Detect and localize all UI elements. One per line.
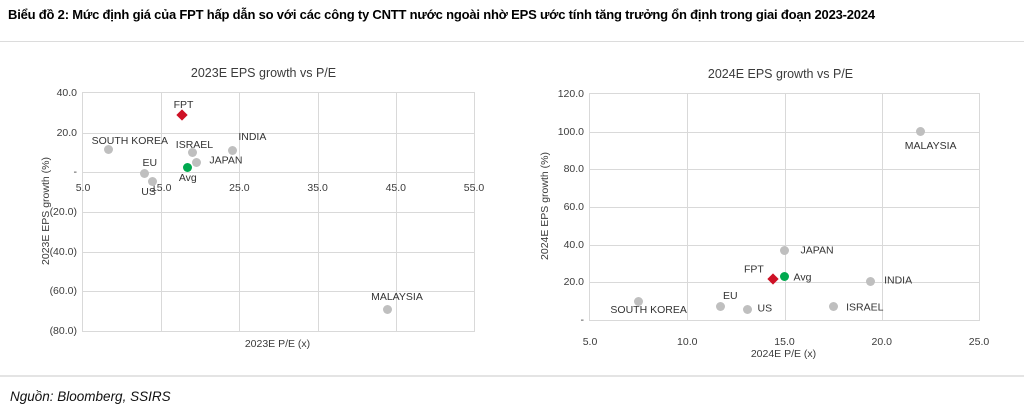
x-axis-title-2024: 2024E P/E (x) [750,348,817,360]
horizontal-gridline [83,251,474,253]
data-point-malaysia [383,304,393,314]
data-point-us [743,305,753,315]
x-axis-title-2023: 2023E P/E (x) [244,338,311,350]
point-label-japan: JAPAN [800,244,834,257]
data-point-india [227,146,237,156]
x-tick-label: 25.0 [229,182,250,195]
data-point-israel [187,148,197,157]
point-label-avg: Avg [793,271,812,284]
point-label-avg: Avg [178,172,197,185]
chart-title-2024: 2024E EPS growth vs P/E [707,67,854,81]
y-tick-label: 20.0 [563,276,584,289]
horizontal-gridline [590,131,979,133]
point-label-india: INDIA [884,274,913,287]
y-tick-label: - [73,166,78,179]
y-tick-label: 80.0 [563,163,584,176]
plot-area-2023: 5.0 15.0 25.0 35.0 45.0 55.0 40.0 20.0 - (20.0) (4… [50,87,485,337]
point-label-india: INDIA [238,130,267,143]
horizontal-gridline [83,291,474,293]
point-label-south-korea: SOUTH KOREA [91,134,169,147]
y-tick-label: - [580,314,585,326]
data-point-israel [828,302,838,312]
point-label-malaysia: MALAYSIA [904,139,957,152]
point-label-japan: JAPAN [209,154,243,167]
x-tick-label: 15.0 [774,336,795,348]
data-point-japan [780,245,789,255]
x-tick-label: 45.0 [385,182,407,195]
point-label-fpt: FPT [173,98,194,111]
x-tick-label: 35.0 [307,182,328,195]
point-label-eu: EU [723,289,738,302]
point-label-israel: ISRAEL [846,301,884,314]
data-point-south-korea [634,296,644,306]
caption-divider [0,41,1024,42]
horizontal-gridline [83,172,474,174]
horizontal-gridline [83,132,474,134]
y-tick-label: (80.0) [49,325,77,337]
data-point-avg [183,162,193,172]
point-label-us: US [757,302,773,315]
figure-caption: Biểu đồ 2: Mức định giá của FPT hấp dẫn … [8,7,875,22]
y-tick-label: 40.0 [56,87,77,99]
horizontal-gridline [590,282,979,284]
data-point-india [865,276,875,286]
data-point-fpt [175,109,188,121]
point-label-israel: ISRAEL [175,138,214,151]
data-point-us [148,176,158,186]
y-tick-label: 60.0 [563,201,584,213]
point-label-malaysia: MALAYSIA [371,291,423,304]
data-point-south-korea [104,145,114,155]
horizontal-gridline [590,207,979,208]
y-tick-label: (40.0) [49,245,77,258]
data-point-eu [140,168,150,178]
data-point-avg [780,272,789,282]
point-label-eu: EU [142,157,158,170]
x-tick-label: 25.0 [968,336,990,348]
point-label-us: US [141,186,156,199]
footer-divider [0,375,1024,377]
y-tick-label: 100.0 [557,125,584,138]
chart-title-2023: 2023E EPS growth vs P/E [190,66,337,80]
plot-area-2024: 5.0 10.0 15.0 20.0 25.0 120.0 100.0 80.0 60.0 40.… [558,88,990,348]
y-tick-label: 120.0 [557,88,584,100]
point-label-south-korea: SOUTH KOREA [610,304,687,317]
x-tick-label: 5.0 [75,182,91,195]
x-tick-label: 10.0 [677,336,698,348]
source-attribution: Nguồn: Bloomberg, SSIRS [10,389,171,404]
x-tick-label: 55.0 [463,182,485,195]
data-point-malaysia [916,127,926,137]
x-tick-label: 5.0 [582,336,598,348]
y-tick-label: (60.0) [49,285,77,298]
point-label-fpt: FPT [743,263,764,276]
data-point-japan [191,157,201,167]
y-tick-label: 20.0 [56,126,77,139]
horizontal-gridline [83,212,474,213]
data-point-eu [715,302,725,312]
y-tick-label: (20.0) [49,206,77,218]
y-tick-label: 40.0 [563,238,584,251]
horizontal-gridline [590,244,979,246]
x-tick-label: 15.0 [150,182,172,195]
x-tick-label: 20.0 [871,336,892,348]
horizontal-gridline [590,169,979,171]
